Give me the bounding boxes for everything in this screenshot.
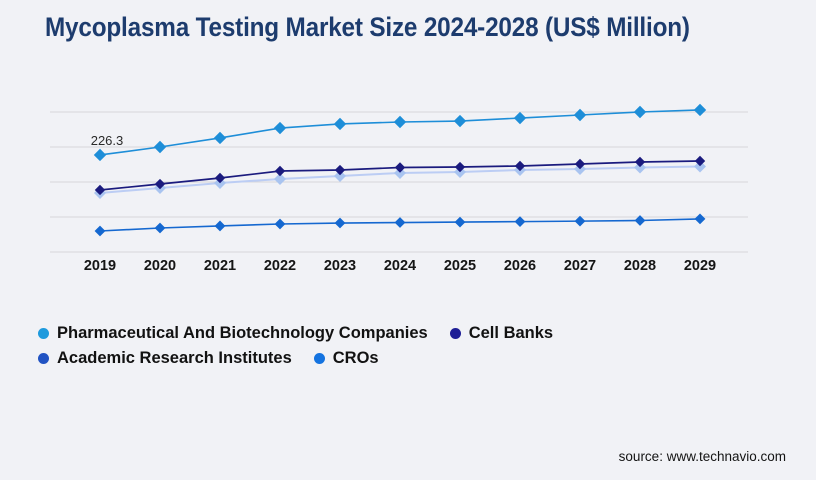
x-axis-label: 2023 <box>324 258 356 274</box>
data-point-marker <box>273 121 287 135</box>
legend-dot-academic-research-icon <box>38 353 49 364</box>
chart-title: Mycoplasma Testing Market Size 2024-2028… <box>45 12 690 42</box>
data-point-marker <box>154 222 166 234</box>
data-point-marker <box>514 216 526 228</box>
data-point-label: 226.3 <box>91 133 124 148</box>
data-point-marker <box>634 161 646 174</box>
data-point-marker <box>633 105 647 119</box>
data-point-marker <box>634 156 646 168</box>
x-axis-label: 2028 <box>624 258 656 274</box>
legend-label-academic-research: Academic Research Institutes <box>57 349 292 367</box>
data-point-marker <box>634 215 646 226</box>
data-point-marker <box>454 161 466 173</box>
data-point-marker <box>694 155 706 167</box>
data-point-marker <box>454 216 466 228</box>
data-point-marker <box>394 166 406 179</box>
data-point-marker <box>214 172 226 184</box>
data-point-marker <box>94 184 106 196</box>
source-attribution: source: www.technavio.com <box>618 449 786 464</box>
legend-item-cros: CROs <box>313 347 379 370</box>
data-point-marker <box>513 111 527 125</box>
legend-dot-cell-banks-icon <box>449 328 461 339</box>
data-point-marker <box>333 117 347 131</box>
legend-item-pharma-biotech: Pharmaceutical And Biotechnology Compani… <box>38 322 428 345</box>
x-axis-label: 2020 <box>144 258 176 274</box>
data-point-marker <box>453 114 467 128</box>
data-point-marker <box>274 172 286 185</box>
data-point-marker <box>573 108 587 122</box>
x-axis-label: 2022 <box>264 258 296 274</box>
legend-item-cell-banks: Cell Banks <box>449 322 554 345</box>
data-point-marker <box>214 220 226 232</box>
legend-label-pharma-biotech: Pharmaceutical And Biotechnology Compani… <box>57 324 428 342</box>
x-axis-label: 2025 <box>444 258 476 274</box>
legend-label-cros: CROs <box>332 349 379 367</box>
x-axis-label: 2027 <box>564 258 596 274</box>
data-point-marker <box>694 160 706 173</box>
x-axis-label: 2029 <box>684 258 716 274</box>
data-point-marker <box>394 217 406 228</box>
data-point-marker <box>94 225 106 237</box>
x-axis-label: 2019 <box>84 258 116 274</box>
data-point-marker <box>693 103 707 117</box>
legend-dot-cros-icon <box>313 353 325 364</box>
data-point-marker <box>274 165 286 177</box>
x-axis-label: 2024 <box>384 258 416 274</box>
data-point-marker <box>154 178 166 190</box>
data-point-marker <box>514 160 526 172</box>
data-point-marker <box>393 115 407 129</box>
chart-legend: Pharmaceutical And Biotechnology Compani… <box>38 322 748 370</box>
data-point-marker <box>274 218 286 230</box>
legend-label-cell-banks: Cell Banks <box>468 324 554 342</box>
data-point-marker <box>93 148 107 162</box>
data-point-marker <box>574 158 586 170</box>
x-axis-label: 2026 <box>504 258 536 274</box>
data-point-marker <box>213 131 227 145</box>
x-axis-label: 2021 <box>204 258 236 274</box>
data-point-marker <box>153 140 167 154</box>
data-point-marker <box>574 215 586 227</box>
data-point-marker <box>334 169 346 182</box>
legend-item-academic-research: Academic Research Institutes <box>38 347 292 370</box>
data-point-marker <box>394 162 406 173</box>
legend-dot-pharma-biotech-icon <box>38 328 49 339</box>
data-point-marker <box>334 217 346 229</box>
data-point-marker <box>334 164 346 176</box>
data-point-marker <box>694 213 706 225</box>
